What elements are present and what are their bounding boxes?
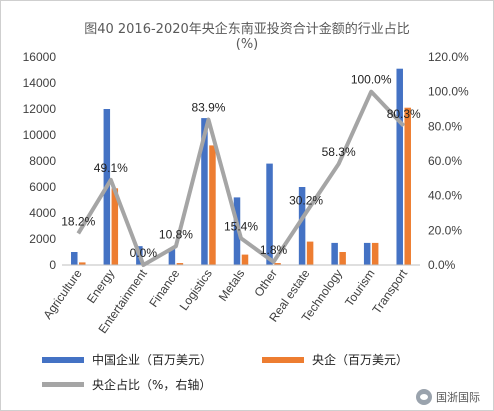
wechat-icon	[416, 389, 432, 405]
share-data-label: 10.8%	[159, 227, 193, 241]
y-left-tick-label: 4000	[29, 206, 56, 220]
y-left-tick-label: 2000	[29, 232, 56, 246]
x-tick-label: Energy	[84, 267, 117, 306]
x-tick-label: Agriculture	[40, 266, 85, 321]
share-data-label: 18.2%	[61, 214, 95, 228]
bar-soe	[241, 254, 249, 265]
bar-china	[363, 242, 371, 265]
bar-soe	[306, 241, 314, 265]
y-right-tick-label: 100.0%	[428, 85, 469, 99]
share-data-label: 58.3%	[322, 145, 356, 159]
share-data-label: 83.9%	[191, 101, 225, 115]
share-data-label: 80.3%	[387, 107, 421, 121]
bar-china	[201, 118, 208, 265]
legend-label-soe: 央企（百万美元）	[312, 353, 409, 367]
y-left-tick-label: 16000	[23, 50, 57, 64]
y-left-tick-label: 12000	[23, 102, 57, 116]
y-left-tick-label: 0	[49, 258, 56, 272]
bar-china	[266, 163, 273, 265]
bar-soe	[209, 145, 216, 265]
y-right-tick-label: 60.0%	[428, 154, 462, 168]
y-right-tick-label: 40.0%	[428, 189, 462, 203]
y-right-tick-label: 0.0%	[428, 258, 456, 272]
x-tick-label: Metals	[216, 267, 248, 304]
bar-china	[396, 68, 403, 265]
share-data-label: 0.0%	[130, 246, 158, 260]
legend-label-share: 央企占比（%，右轴）	[92, 378, 212, 392]
share-data-label: 1.8%	[260, 243, 288, 257]
bar-soe	[274, 263, 281, 265]
share-data-label: 49.1%	[94, 161, 128, 175]
y-left-tick-label: 6000	[29, 180, 56, 194]
bar-china	[331, 242, 338, 265]
y-right-tick-label: 20.0%	[428, 223, 462, 237]
chart-subtitle: (%)	[235, 37, 259, 52]
bar-soe	[371, 242, 379, 265]
watermark: 国浙国际	[416, 389, 480, 405]
bar-soe	[339, 252, 346, 265]
y-left-tick-label: 10000	[23, 128, 57, 142]
x-tick-label: Other	[251, 267, 280, 300]
share-data-label: 15.4%	[224, 219, 258, 233]
chart-title: 图40 2016-2020年央企东南亚投资合计金额的行业占比	[84, 22, 410, 37]
watermark-text: 国浙国际	[436, 391, 480, 404]
bar-soe	[176, 263, 184, 265]
y-left-tick-label: 8000	[29, 154, 56, 168]
y-left-tick-label: 14000	[23, 76, 57, 90]
legend-item-soe: 央企（百万美元）	[262, 351, 408, 368]
bar-china	[71, 252, 78, 265]
bar-soe	[404, 107, 411, 265]
bar-soe	[79, 262, 86, 265]
y-right-tick-label: 120.0%	[428, 50, 469, 64]
legend-item-share: 央企占比（%，右轴）	[42, 376, 211, 393]
share-data-label: 30.2%	[289, 194, 323, 208]
legend-label-china: 中国企业（百万美元）	[92, 353, 213, 367]
share-line	[76, 89, 406, 267]
y-right-tick-label: 80.0%	[428, 119, 462, 133]
bar-china	[298, 187, 306, 265]
bar-china	[168, 248, 176, 265]
legend-swatch-soe	[262, 356, 304, 363]
share-data-label: 100.0%	[351, 73, 392, 87]
legend-item-china: 中国企业（百万美元）	[42, 351, 212, 368]
legend-swatch-share	[42, 382, 84, 387]
legend-swatch-china	[42, 356, 84, 363]
bar-soe	[111, 188, 119, 265]
x-tick-label: Logistics	[177, 267, 215, 313]
